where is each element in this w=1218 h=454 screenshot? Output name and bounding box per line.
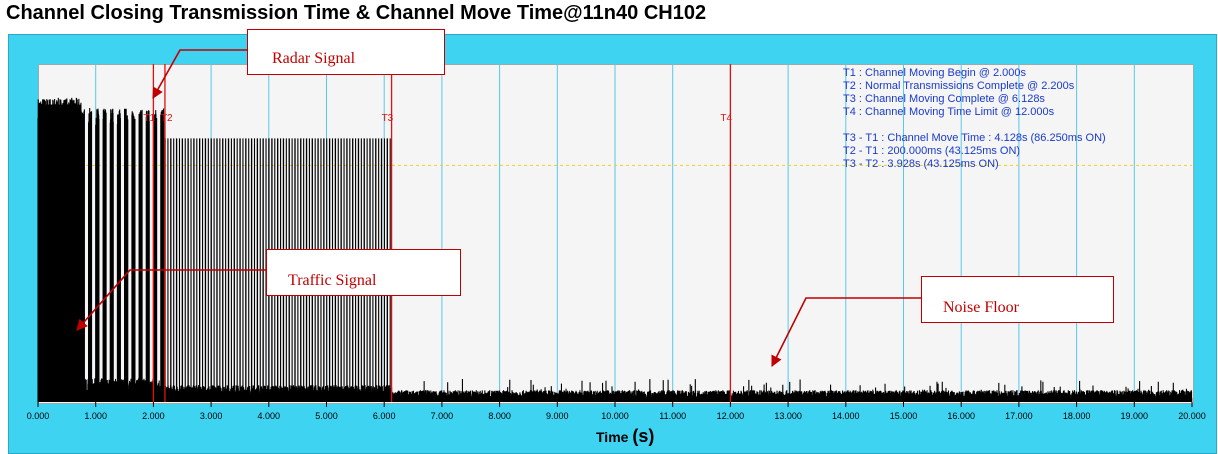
x-axis-label: Time (s) <box>596 426 654 447</box>
tick-label: 14.000 <box>832 411 860 421</box>
marker-label: T3 <box>382 113 394 124</box>
traffic-arrow <box>76 269 266 331</box>
callout-arrows <box>76 49 921 368</box>
traffic-burst <box>43 104 80 402</box>
tick-label: 7.000 <box>431 411 454 421</box>
tick-label: 20.000 <box>1178 411 1206 421</box>
noise-floor-callout <box>921 276 1114 323</box>
tick-label: 10.000 <box>601 411 629 421</box>
info-line: T4 : Channel Moving Time Limit @ 12.000s <box>843 106 1055 118</box>
tick-label: 18.000 <box>1063 411 1091 421</box>
tick-label: 4.000 <box>258 411 281 421</box>
time-markers: T1 T2 T3 T4 <box>143 64 733 402</box>
info-line: T3 : Channel Moving Complete @ 6.128s <box>843 93 1045 105</box>
tick-label: 12.000 <box>717 411 745 421</box>
tick-label: 17.000 <box>1005 411 1033 421</box>
chart-title: Channel Closing Transmission Time & Chan… <box>6 2 707 24</box>
marker-label: T4 <box>720 113 732 124</box>
radar-arrow <box>152 49 247 99</box>
signal-waveform <box>37 97 1193 402</box>
tick-label: 5.000 <box>315 411 338 421</box>
tick-label: 6.000 <box>373 411 396 421</box>
marker-label: T1 <box>143 113 155 124</box>
tick-label: 8.000 <box>488 411 511 421</box>
x-axis-ticks: 0.000 1.000 2.000 3.000 4.000 5.000 6.000 7.000… <box>27 402 1206 421</box>
traffic-signal-callout <box>266 249 461 296</box>
info-line: T2 - T1 : 200.000ms (43.125ms ON) <box>843 145 1020 157</box>
tick-label: 19.000 <box>1121 411 1149 421</box>
tick-label: 16.000 <box>947 411 975 421</box>
tick-label: 3.000 <box>200 411 223 421</box>
noise-arrow <box>771 297 921 368</box>
x-axis-unit: (s) <box>632 426 655 446</box>
radar-signal-label: Radar Signal <box>272 50 356 67</box>
tick-label: 1.000 <box>84 411 107 421</box>
tick-label: 0.000 <box>27 411 50 421</box>
info-line: T3 - T2 : 3.928s (43.125ms ON) <box>843 158 999 170</box>
marker-label: T2 <box>161 113 173 124</box>
tick-label: 15.000 <box>890 411 918 421</box>
noise-floor-label: Noise Floor <box>943 299 1019 316</box>
info-line: T3 - T1 : Channel Move Time : 4.128s (86… <box>843 132 1106 144</box>
radar-signal-callout <box>247 29 445 75</box>
plot-area <box>38 64 1194 404</box>
x-axis-title: Time <box>596 429 629 445</box>
signal-trace <box>37 97 1193 402</box>
info-line: T2 : Normal Transmissions Complete @ 2.2… <box>843 80 1075 92</box>
info-line: T1 : Channel Moving Begin @ 2.000s <box>843 67 1026 79</box>
tick-label: 2.000 <box>142 411 165 421</box>
traffic-signal-label: Traffic Signal <box>288 272 377 289</box>
tick-label: 9.000 <box>546 411 569 421</box>
tick-label: 11.000 <box>659 411 686 421</box>
tick-label: 13.000 <box>774 411 802 421</box>
